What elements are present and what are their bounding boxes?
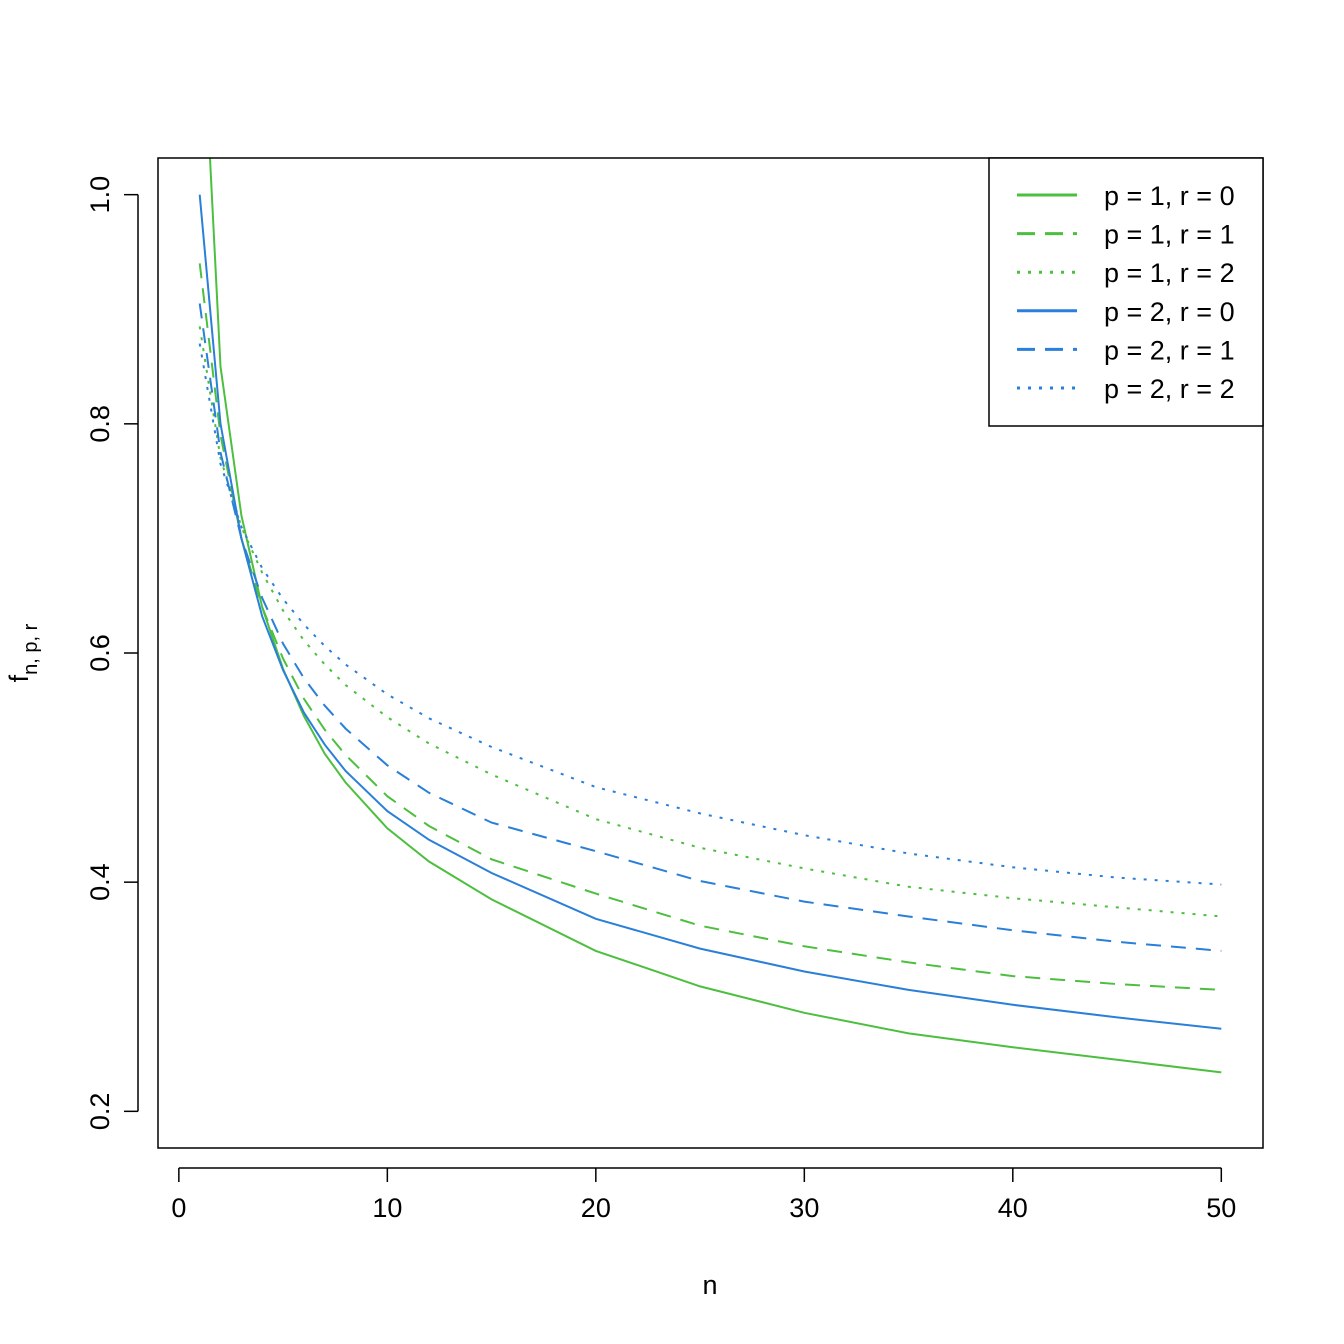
legend: p = 1, r = 0 p = 1, r = 1 p = 1, r = 2 p = … (988, 157, 1264, 427)
x-tick-label: 0 (171, 1193, 186, 1223)
y-tick-label: 1.0 (85, 176, 115, 214)
legend-label-1: p = 1, r = 0 (1104, 181, 1235, 211)
legend-box (988, 157, 1264, 427)
legend-label-3: p = 1, r = 2 (1104, 258, 1235, 288)
series-line-3 (198, 326, 1222, 918)
y-tick-label: 0.2 (85, 1093, 115, 1131)
svg-text:fn, p, r: fn, p, r (4, 623, 42, 682)
series-line-6 (198, 343, 1222, 886)
y-tick-label: 0.6 (85, 634, 115, 672)
y-axis-label-base: f (4, 674, 34, 682)
plot-frame (157, 157, 1264, 1149)
series-line-4 (198, 194, 1222, 1030)
x-axis: 0 10 20 30 40 50 (171, 1167, 1236, 1223)
x-tick-label: 40 (998, 1193, 1028, 1223)
series-layer (198, 158, 1222, 1074)
series-line-5 (198, 303, 1222, 952)
legend-label-2: p = 1, r = 1 (1104, 220, 1235, 250)
y-axis-label: fn, p, r (4, 623, 42, 682)
y-tick-label: 0.4 (85, 863, 115, 901)
x-axis-label: n (702, 1270, 717, 1300)
x-tick-label: 50 (1206, 1193, 1236, 1223)
series-line-1 (208, 158, 1222, 1074)
y-tick-label: 0.8 (85, 405, 115, 443)
legend-label-5: p = 2, r = 1 (1104, 335, 1235, 365)
legend-label-6: p = 2, r = 2 (1104, 374, 1235, 404)
y-axis-label-subscript: n, p, r (20, 623, 42, 674)
x-tick-label: 10 (372, 1193, 402, 1223)
x-tick-label: 30 (789, 1193, 819, 1223)
y-axis: 0.2 0.4 0.6 0.8 1.0 (85, 176, 139, 1131)
legend-label-4: p = 2, r = 0 (1104, 297, 1235, 327)
x-tick-label: 20 (581, 1193, 611, 1223)
series-line-2 (198, 263, 1222, 991)
